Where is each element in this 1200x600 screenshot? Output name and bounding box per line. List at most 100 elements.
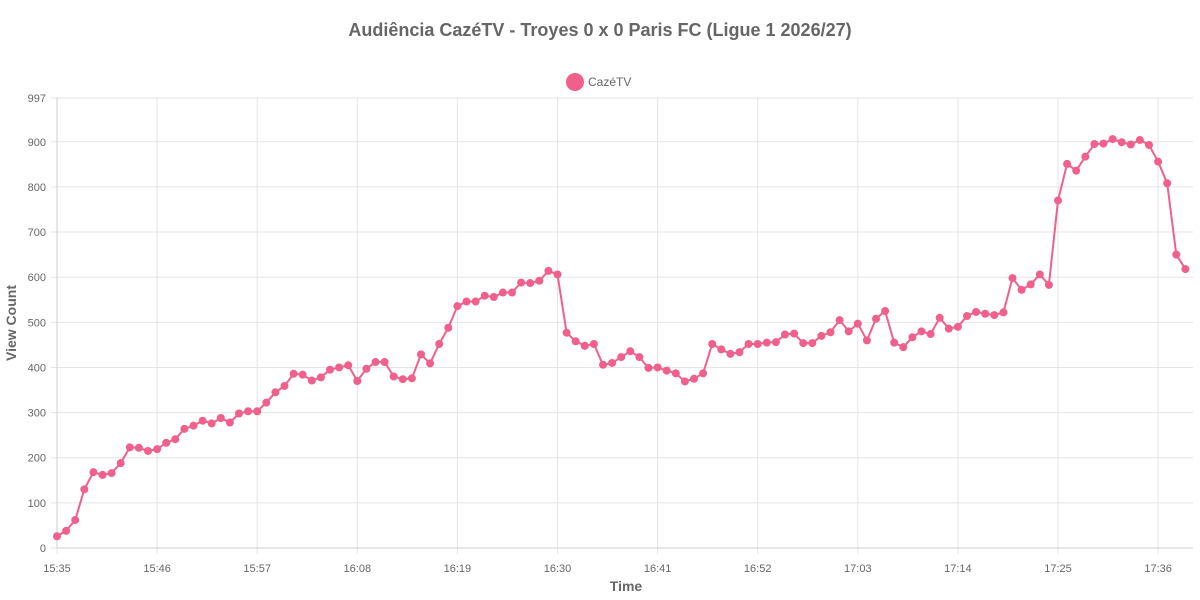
data-point[interactable] <box>1072 166 1081 175</box>
data-point[interactable] <box>1017 285 1026 294</box>
data-point[interactable] <box>735 348 744 357</box>
data-point[interactable] <box>771 338 780 347</box>
data-point[interactable] <box>207 419 216 428</box>
data-point[interactable] <box>1126 140 1135 149</box>
data-point[interactable] <box>644 363 653 372</box>
data-point[interactable] <box>289 369 298 378</box>
data-point[interactable] <box>326 365 334 374</box>
data-point[interactable] <box>444 323 453 332</box>
data-point[interactable] <box>717 345 726 354</box>
data-point[interactable] <box>144 446 152 455</box>
data-point[interactable] <box>1145 140 1153 149</box>
data-point[interactable] <box>862 336 871 345</box>
data-point[interactable] <box>626 347 635 356</box>
data-point[interactable] <box>881 307 890 316</box>
data-point[interactable] <box>225 418 234 427</box>
data-point[interactable] <box>744 339 753 348</box>
data-point[interactable] <box>1099 139 1108 148</box>
data-point[interactable] <box>553 270 562 279</box>
data-point[interactable] <box>917 327 926 336</box>
data-point[interactable] <box>653 363 662 372</box>
data-point[interactable] <box>662 366 671 375</box>
data-point[interactable] <box>98 470 107 479</box>
data-point[interactable] <box>817 331 826 340</box>
data-point[interactable] <box>389 372 398 381</box>
data-point[interactable] <box>953 322 962 331</box>
data-point[interactable] <box>1154 157 1163 166</box>
data-point[interactable] <box>972 307 981 316</box>
data-point[interactable] <box>153 445 162 454</box>
data-point[interactable] <box>1008 274 1017 283</box>
data-point[interactable] <box>426 359 435 368</box>
data-point[interactable] <box>171 435 180 444</box>
data-point[interactable] <box>216 414 225 423</box>
data-point[interactable] <box>462 297 471 306</box>
data-point[interactable] <box>835 316 844 325</box>
data-point[interactable] <box>480 291 489 300</box>
data-point[interactable] <box>125 443 134 452</box>
data-point[interactable] <box>562 328 571 337</box>
data-point[interactable] <box>262 398 271 407</box>
data-point[interactable] <box>680 377 689 386</box>
data-point[interactable] <box>371 358 380 367</box>
data-point[interactable] <box>307 376 316 385</box>
data-point[interactable] <box>926 330 935 339</box>
data-point[interactable] <box>826 328 835 337</box>
data-point[interactable] <box>699 369 708 378</box>
data-point[interactable] <box>999 308 1008 317</box>
data-point[interactable] <box>935 313 944 322</box>
data-point[interactable] <box>471 297 480 306</box>
data-point[interactable] <box>762 338 771 347</box>
data-point[interactable] <box>890 338 899 347</box>
data-point[interactable] <box>453 302 462 311</box>
data-point[interactable] <box>544 266 553 275</box>
data-point[interactable] <box>353 376 362 385</box>
data-point[interactable] <box>498 288 507 297</box>
data-point[interactable] <box>344 361 353 370</box>
data-point[interactable] <box>726 349 735 358</box>
data-point[interactable] <box>134 443 143 452</box>
data-point[interactable] <box>189 421 198 430</box>
data-point[interactable] <box>535 276 544 285</box>
data-point[interactable] <box>844 327 853 336</box>
data-point[interactable] <box>808 339 817 348</box>
data-point[interactable] <box>335 363 344 372</box>
data-point[interactable] <box>62 526 71 535</box>
data-point[interactable] <box>1054 196 1062 205</box>
data-point[interactable] <box>872 314 880 323</box>
data-point[interactable] <box>316 373 325 382</box>
data-point[interactable] <box>71 516 80 525</box>
data-point[interactable] <box>799 339 808 348</box>
data-point[interactable] <box>1108 135 1117 144</box>
data-point[interactable] <box>417 350 425 359</box>
data-point[interactable] <box>1181 265 1190 274</box>
data-point[interactable] <box>526 279 535 288</box>
data-point[interactable] <box>781 330 789 339</box>
data-point[interactable] <box>1044 280 1053 289</box>
data-point[interactable] <box>253 407 262 416</box>
data-point[interactable] <box>380 358 389 367</box>
data-point[interactable] <box>1090 140 1099 149</box>
data-point[interactable] <box>280 381 289 390</box>
data-point[interactable] <box>981 309 990 318</box>
data-point[interactable] <box>853 319 862 328</box>
data-point[interactable] <box>1135 135 1144 144</box>
data-point[interactable] <box>690 374 698 383</box>
legend[interactable]: CazéTV <box>566 73 631 91</box>
data-point[interactable] <box>198 416 207 425</box>
data-point[interactable] <box>235 409 243 418</box>
data-point[interactable] <box>180 424 189 433</box>
data-point[interactable] <box>899 343 908 352</box>
data-point[interactable] <box>1117 138 1126 147</box>
data-point[interactable] <box>298 370 307 379</box>
data-point[interactable] <box>671 369 680 378</box>
data-point[interactable] <box>753 339 762 348</box>
data-point[interactable] <box>80 485 89 494</box>
data-point[interactable] <box>489 293 498 302</box>
data-point[interactable] <box>1163 179 1172 188</box>
data-point[interactable] <box>1172 250 1181 259</box>
data-point[interactable] <box>580 341 589 350</box>
data-point[interactable] <box>1035 270 1044 279</box>
data-point[interactable] <box>944 324 953 333</box>
data-point[interactable] <box>53 532 61 541</box>
